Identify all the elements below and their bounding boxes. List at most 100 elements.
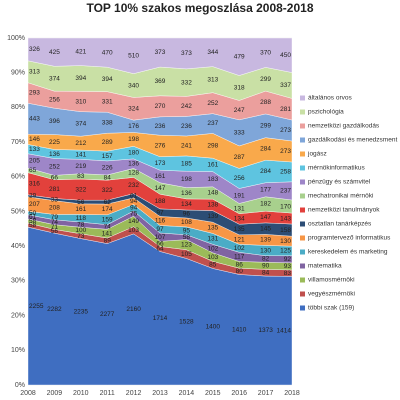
data-label: 182 bbox=[260, 201, 271, 208]
data-label: 258 bbox=[280, 169, 291, 176]
data-label: 105 bbox=[181, 251, 192, 258]
data-label: 139 bbox=[260, 237, 271, 244]
legend-swatch bbox=[300, 123, 305, 129]
legend-swatch bbox=[300, 95, 305, 101]
x-tick-label: 2011 bbox=[100, 390, 115, 397]
data-label: 276 bbox=[155, 143, 166, 150]
data-label: 284 bbox=[260, 168, 271, 175]
data-label: 313 bbox=[207, 76, 218, 83]
data-label: 128 bbox=[128, 170, 139, 177]
data-label: 95 bbox=[183, 228, 191, 235]
data-label: 93 bbox=[284, 263, 292, 270]
data-label: 56 bbox=[51, 228, 59, 235]
data-label: 97 bbox=[156, 209, 164, 216]
data-label: 61 bbox=[29, 214, 37, 221]
data-label: 134 bbox=[181, 201, 192, 208]
data-label: 158 bbox=[280, 227, 291, 234]
data-label: 73 bbox=[77, 233, 85, 240]
data-label: 133 bbox=[29, 146, 40, 153]
data-label: 139 bbox=[207, 213, 218, 220]
data-label: 74 bbox=[51, 219, 59, 226]
y-tick-label: 100% bbox=[7, 35, 25, 42]
data-label: 208 bbox=[49, 204, 60, 211]
data-label: 273 bbox=[280, 148, 291, 155]
data-label: 75 bbox=[130, 210, 138, 217]
data-label: 136 bbox=[128, 160, 139, 167]
data-label: 198 bbox=[128, 136, 139, 143]
data-label: 232 bbox=[128, 182, 139, 189]
data-label: 173 bbox=[155, 160, 166, 167]
y-tick-label: 80% bbox=[11, 104, 25, 111]
y-tick-label: 50% bbox=[11, 208, 25, 215]
data-label: 236 bbox=[155, 123, 166, 130]
data-label: 270 bbox=[155, 103, 166, 110]
y-tick-label: 60% bbox=[11, 174, 25, 181]
data-label: 185 bbox=[181, 160, 192, 167]
y-tick-label: 70% bbox=[11, 139, 25, 146]
data-label: 310 bbox=[75, 98, 86, 105]
data-label: 1373 bbox=[258, 327, 273, 334]
data-label: 103 bbox=[207, 254, 218, 261]
data-label: 324 bbox=[128, 106, 139, 113]
data-label: 108 bbox=[181, 219, 192, 226]
data-label: 131 bbox=[207, 236, 218, 243]
data-label: 64 bbox=[156, 246, 164, 253]
data-label: 103 bbox=[128, 227, 139, 234]
data-label: 331 bbox=[102, 99, 113, 106]
legend-swatch bbox=[300, 249, 305, 255]
data-label: 226 bbox=[102, 165, 113, 172]
data-label: 225 bbox=[49, 139, 60, 146]
data-label: 425 bbox=[49, 49, 60, 56]
legend-label: pénzügy és számvitel bbox=[308, 179, 371, 186]
data-label: 443 bbox=[29, 115, 40, 122]
data-label: 369 bbox=[155, 78, 166, 85]
data-label: 100 bbox=[75, 227, 86, 234]
y-tick-label: 10% bbox=[11, 347, 25, 354]
data-label: 157 bbox=[102, 153, 113, 160]
data-label: 84 bbox=[262, 269, 270, 276]
data-label: 284 bbox=[260, 146, 271, 153]
legend-label: vegyészmérnöki bbox=[308, 291, 355, 298]
data-label: 1528 bbox=[179, 318, 194, 325]
data-label: 94 bbox=[130, 204, 138, 211]
data-label: 102 bbox=[234, 245, 245, 252]
data-label: 148 bbox=[207, 190, 218, 197]
data-label: 174 bbox=[102, 206, 113, 213]
data-label: 479 bbox=[234, 53, 245, 60]
data-label: 71 bbox=[51, 224, 59, 231]
legend-label: pszichológia bbox=[308, 109, 344, 116]
data-label: 373 bbox=[155, 49, 166, 56]
data-label: 123 bbox=[181, 241, 192, 248]
data-label: 332 bbox=[181, 79, 192, 86]
data-label: 90 bbox=[262, 263, 270, 270]
data-label: 80 bbox=[236, 268, 244, 275]
legend-swatch bbox=[300, 235, 305, 241]
data-label: 394 bbox=[75, 75, 86, 82]
data-label: 130 bbox=[260, 247, 271, 254]
data-label: 107 bbox=[155, 234, 166, 241]
x-tick-label: 2013 bbox=[152, 390, 168, 397]
data-label: 177 bbox=[260, 186, 271, 193]
data-label: 83 bbox=[77, 173, 85, 180]
data-label: 58 bbox=[29, 222, 37, 229]
data-label: 313 bbox=[29, 68, 40, 75]
data-label: 62 bbox=[104, 199, 112, 206]
legend-swatch bbox=[300, 263, 305, 269]
data-label: 318 bbox=[234, 85, 245, 92]
data-label: 92 bbox=[284, 256, 292, 263]
data-label: 135 bbox=[234, 226, 245, 233]
legend-label: osztatlan tanárképzés bbox=[308, 221, 372, 228]
legend-swatch bbox=[300, 165, 305, 171]
legend-label: jogász bbox=[307, 151, 327, 158]
data-label: 273 bbox=[280, 127, 291, 134]
data-label: 66 bbox=[156, 241, 164, 248]
legend-label: matematika bbox=[308, 263, 342, 270]
data-label: 65 bbox=[29, 167, 37, 174]
data-label: 2277 bbox=[100, 311, 115, 318]
data-label: 256 bbox=[49, 96, 60, 103]
data-label: 170 bbox=[280, 203, 291, 210]
data-label: 136 bbox=[181, 190, 192, 197]
legend-swatch bbox=[300, 207, 305, 213]
y-tick-label: 40% bbox=[11, 243, 25, 250]
data-label: 373 bbox=[181, 50, 192, 57]
